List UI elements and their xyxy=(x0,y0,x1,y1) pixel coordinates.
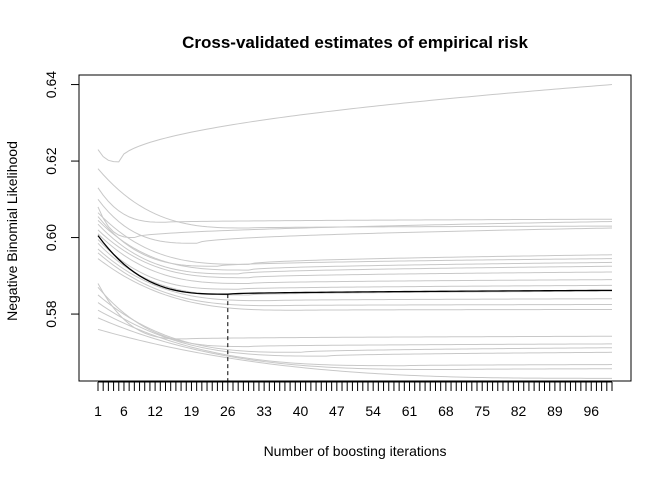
fold-curve xyxy=(97,216,613,267)
mean-curve-group xyxy=(97,235,613,381)
fold-curve xyxy=(97,309,613,367)
fold-curve xyxy=(97,223,613,275)
fold-curve xyxy=(97,206,613,239)
x-tick-label: 40 xyxy=(293,403,309,419)
fold-curve xyxy=(97,229,613,279)
x-tick-label: 47 xyxy=(329,403,345,419)
fold-curve xyxy=(97,258,613,311)
plot-frame xyxy=(78,74,632,382)
x-tick-label: 12 xyxy=(147,403,163,419)
x-tick-label: 96 xyxy=(583,403,599,419)
fold-curve xyxy=(97,219,613,271)
x-tick-label: 6 xyxy=(120,403,128,419)
fold-curve xyxy=(97,199,613,244)
x-tick-label: 33 xyxy=(256,403,272,419)
x-tick-label: 61 xyxy=(402,403,418,419)
x-axis: 1 6 12 19 26 33 40 47 54 61 68 75 82 89 96 xyxy=(94,381,613,419)
x-tick-label: 26 xyxy=(220,403,236,419)
fold-curve xyxy=(97,187,613,223)
fold-curve xyxy=(97,242,613,296)
y-axis-label: Negative Binomial Likelihood xyxy=(4,141,20,321)
x-tick-label: 1 xyxy=(94,403,102,419)
fold-curve xyxy=(97,84,613,163)
fold-curve xyxy=(97,248,613,302)
y-axis: 0.58 0.60 0.62 0.64 xyxy=(43,71,80,328)
fold-curve xyxy=(97,328,612,379)
x-tick-label: 54 xyxy=(365,403,381,419)
mean-curve xyxy=(97,235,613,295)
chart-title: Cross-validated estimates of empirical r… xyxy=(182,33,528,52)
fold-curve xyxy=(97,283,613,340)
y-tick-label: 0.64 xyxy=(43,71,59,98)
fold-curve xyxy=(97,317,613,371)
x-tick-label: 68 xyxy=(438,403,454,419)
x-tick-label: 82 xyxy=(511,403,527,419)
x-tick-label: 19 xyxy=(184,403,200,419)
fold-curve xyxy=(97,294,613,353)
x-tick-label: 75 xyxy=(474,403,490,419)
fold-curve xyxy=(97,252,613,307)
y-tick-label: 0.58 xyxy=(43,300,59,327)
fold-curve xyxy=(97,286,613,348)
fold-curve xyxy=(97,233,613,284)
x-tick-label: 89 xyxy=(547,403,563,419)
fold-curve xyxy=(97,302,613,357)
y-tick-label: 0.62 xyxy=(43,147,59,174)
x-axis-label: Number of boosting iterations xyxy=(264,443,447,459)
fold-curves xyxy=(97,84,613,379)
fold-curve xyxy=(97,212,613,265)
fold-curve xyxy=(97,239,613,290)
y-tick-label: 0.60 xyxy=(43,224,59,251)
